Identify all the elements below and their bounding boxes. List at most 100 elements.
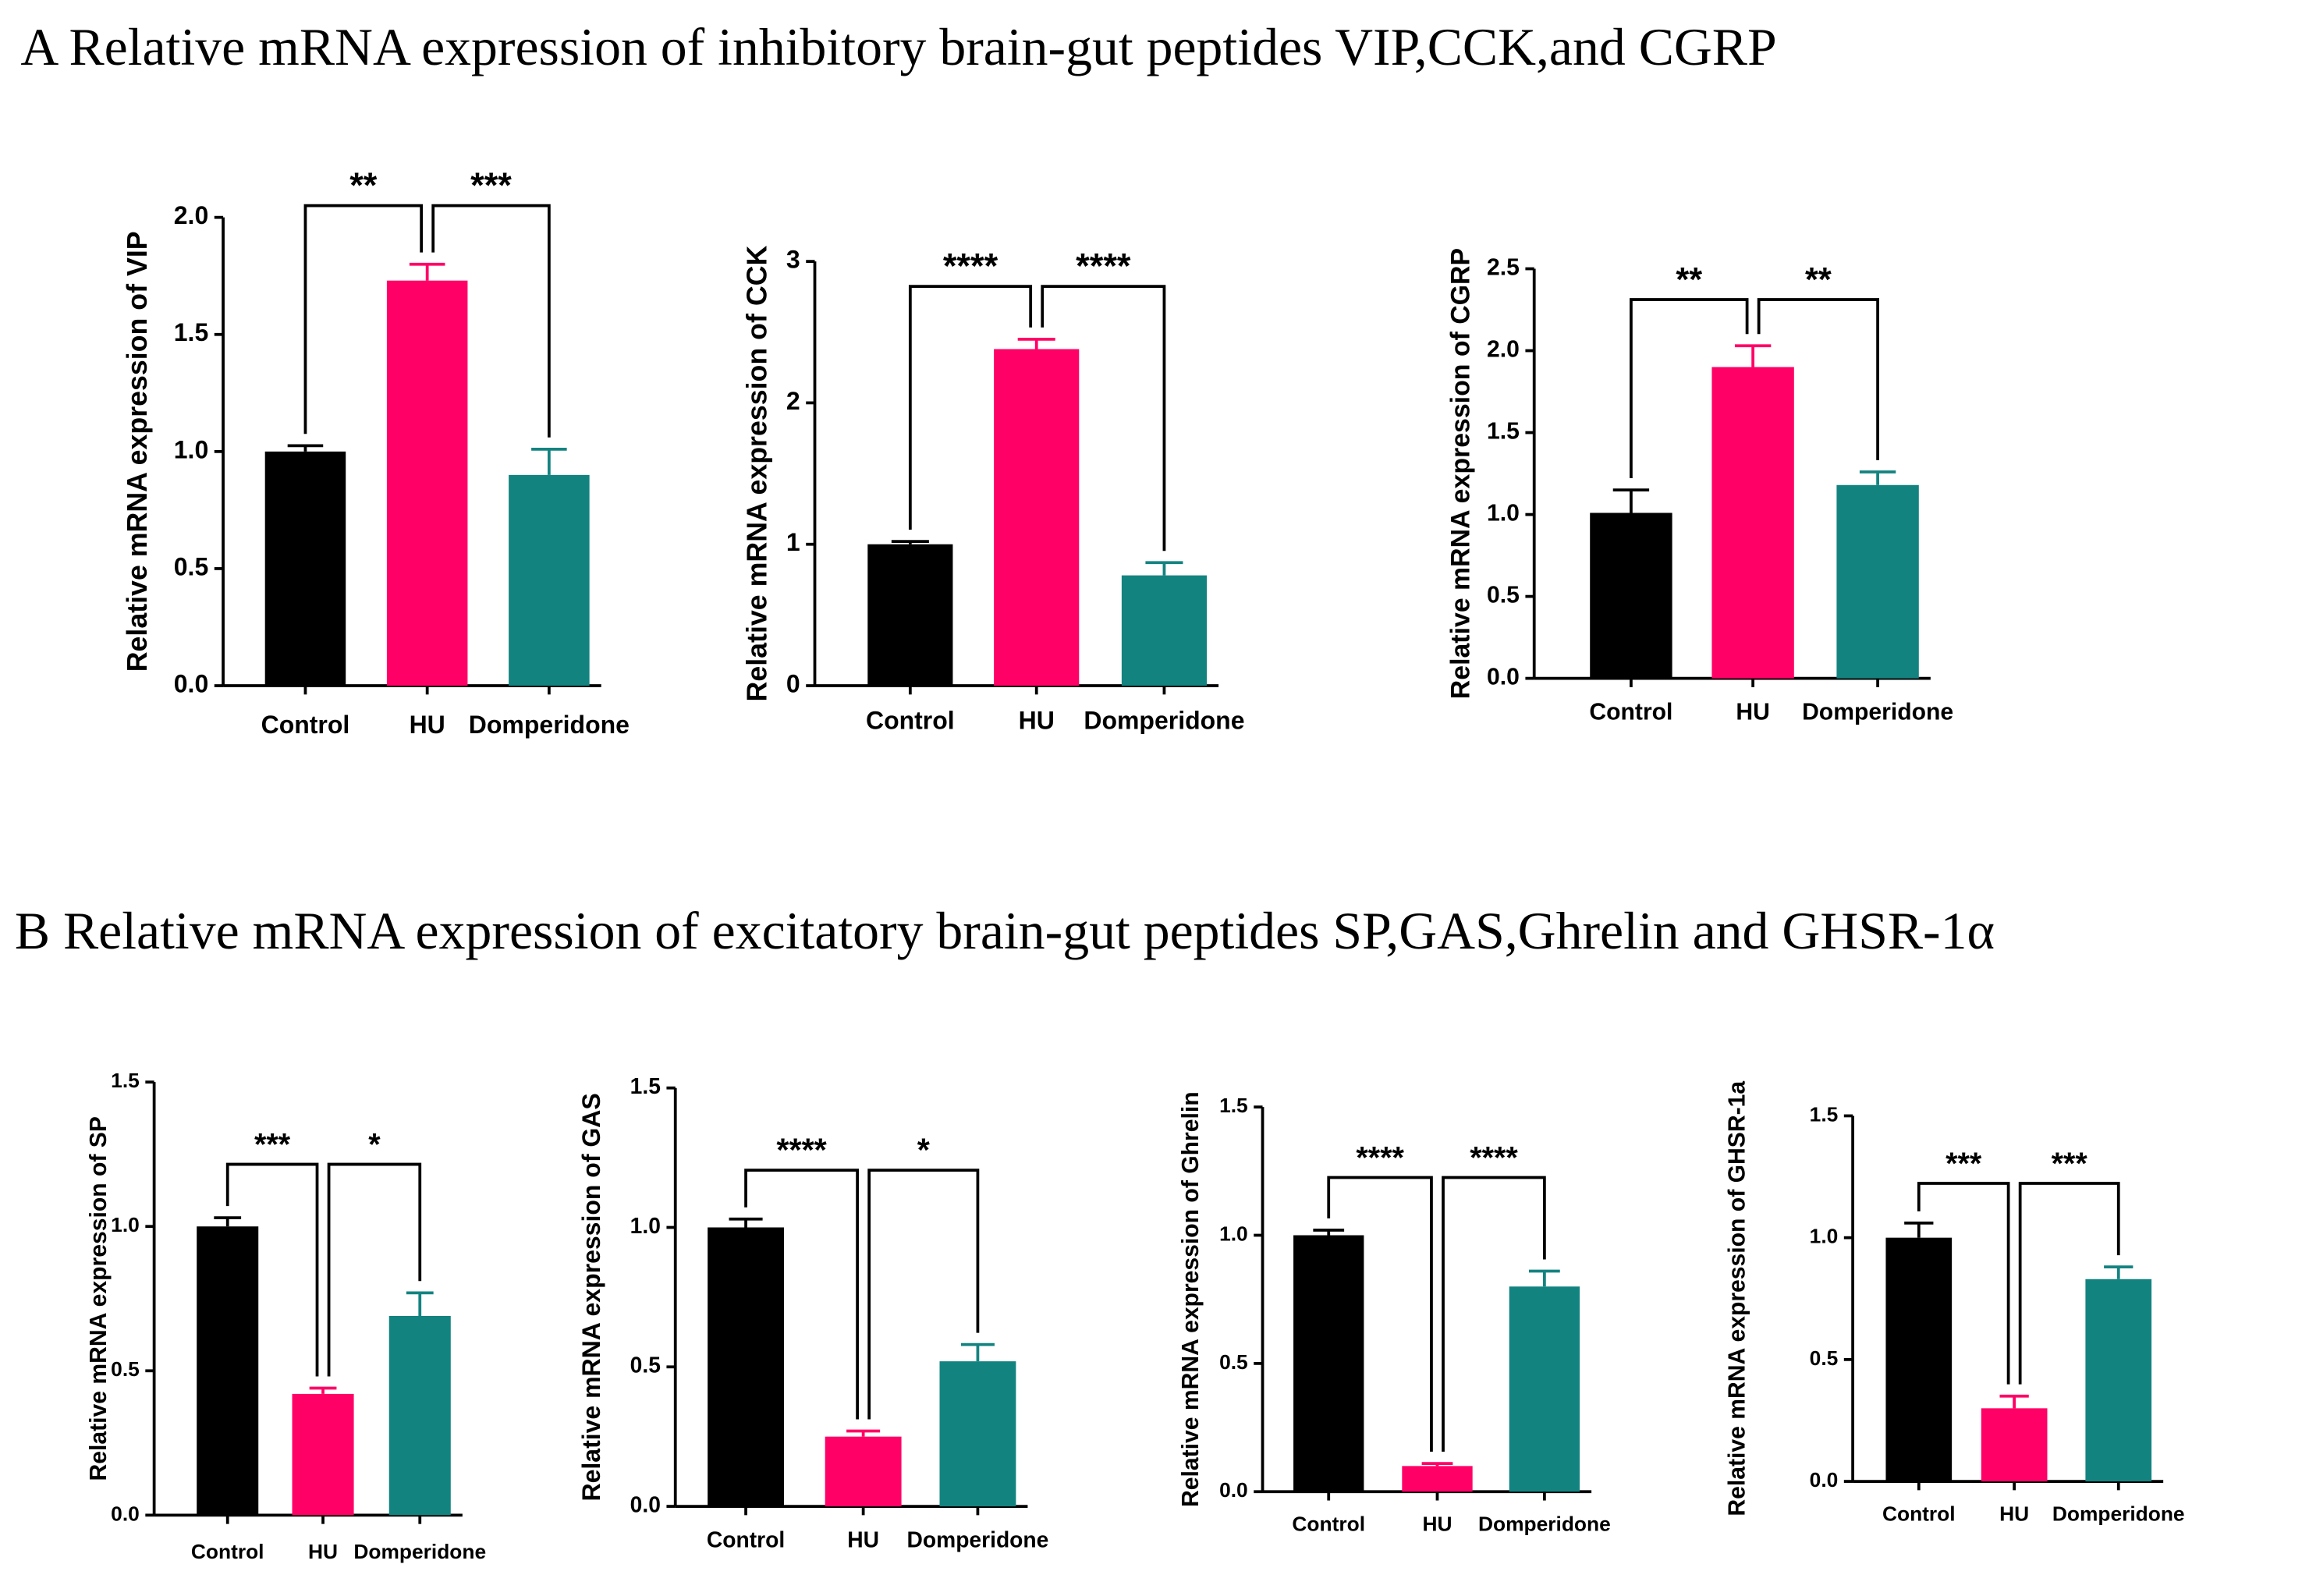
significance-label: ** (1805, 261, 1832, 299)
y-tick-label: 0.0 (1487, 665, 1520, 690)
significance-label: *** (470, 165, 512, 205)
y-tick-label: 1.5 (1810, 1102, 1839, 1126)
significance-bracket (867, 1169, 980, 1420)
error-bar (409, 262, 445, 281)
y-tick-label: 0.5 (111, 1357, 140, 1381)
significance-bracket (2018, 1182, 2120, 1385)
y-tick-label: 2.5 (1487, 254, 1520, 280)
bar (1121, 575, 1208, 686)
error-bar (1313, 1229, 1345, 1236)
x-tick-label: Domperidone (1478, 1512, 1611, 1535)
error-bar (891, 540, 929, 544)
x-tick-label: HU (1019, 707, 1055, 735)
bar (708, 1227, 784, 1507)
y-tick-label: 0.5 (174, 552, 208, 580)
y-tick-label: 2.0 (1487, 337, 1520, 363)
error-bar (729, 1217, 763, 1228)
x-tick-label: HU (1736, 700, 1770, 725)
error-bar (531, 447, 567, 475)
x-tick-label: Control (866, 707, 955, 735)
y-tick-label: 0.5 (630, 1353, 661, 1378)
y-tick-label: 0 (786, 669, 800, 697)
y-tick-label: 2 (786, 387, 800, 415)
significance-label: **** (776, 1132, 827, 1168)
significance-label: **** (1356, 1140, 1404, 1175)
y-tick-label: 0.0 (174, 669, 208, 697)
error-bar (406, 1291, 434, 1316)
bar (1981, 1408, 2048, 1482)
x-tick-label: Domperidone (2052, 1502, 2185, 1525)
significance-label: *** (1946, 1147, 1982, 1181)
error-bar (1904, 1222, 1934, 1238)
y-tick-label: 1.5 (174, 318, 208, 346)
bar (1293, 1235, 1364, 1492)
y-tick-label: 3 (786, 246, 800, 274)
bar (388, 1315, 451, 1516)
section-title: A Relative mRNA expression of inhibitory… (20, 18, 1776, 76)
bar (1836, 484, 1919, 679)
x-tick-label: HU (1999, 1502, 2029, 1525)
bar (1711, 367, 1794, 679)
significance-bracket (744, 1169, 859, 1420)
y-axis-label: Relative mRNA expression of CGRP (1445, 248, 1475, 699)
error-bar (2104, 1265, 2134, 1279)
x-tick-label: Control (1589, 700, 1672, 725)
bar (2085, 1279, 2152, 1482)
y-axis-label: Relative mRNA expression of GAS (577, 1093, 605, 1501)
y-tick-label: 0.5 (1219, 1350, 1248, 1374)
bar (386, 280, 468, 686)
x-tick-label: Control (1882, 1502, 1956, 1525)
y-tick-label: 1 (786, 528, 800, 556)
x-tick-label: Control (1292, 1512, 1365, 1535)
y-tick-label: 0.5 (1487, 583, 1520, 608)
bar (867, 544, 953, 686)
y-tick-label: 1.5 (1487, 419, 1520, 445)
x-tick-label: HU (410, 711, 445, 739)
error-bar (846, 1429, 881, 1437)
x-tick-label: HU (308, 1540, 338, 1563)
bar (509, 474, 590, 686)
x-tick-label: Control (191, 1540, 264, 1563)
x-tick-label: Domperidone (469, 711, 630, 739)
error-bar (1859, 470, 1896, 485)
bar (264, 451, 346, 686)
y-axis-label: Relative mRNA expression of CCK (741, 246, 772, 702)
y-tick-label: 1.0 (1487, 501, 1520, 527)
y-axis-label: Relative mRNA expression of Ghrelin (1178, 1091, 1204, 1507)
significance-label: * (917, 1132, 931, 1168)
bar (939, 1361, 1016, 1507)
significance-label: **** (1470, 1140, 1518, 1175)
error-bar (287, 444, 324, 452)
y-tick-label: 1.0 (630, 1213, 661, 1238)
x-tick-label: Domperidone (906, 1527, 1048, 1552)
y-tick-label: 0.0 (1219, 1478, 1248, 1502)
error-bar (1145, 561, 1183, 576)
y-tick-label: 2.0 (174, 201, 208, 229)
x-tick-label: Domperidone (1084, 707, 1244, 735)
significance-label: ** (1676, 261, 1702, 299)
y-axis-label: Relative mRNA expression of SP (86, 1116, 112, 1481)
error-bar (1999, 1394, 2029, 1409)
bar (994, 349, 1080, 686)
y-tick-label: 1.0 (1219, 1222, 1248, 1245)
y-tick-label: 0.5 (1810, 1346, 1839, 1370)
y-tick-label: 1.5 (111, 1069, 140, 1092)
significance-label: ** (349, 165, 378, 205)
y-axis-label: Relative mRNA expression of GHSR-1a (1724, 1081, 1750, 1516)
y-tick-label: 1.0 (1810, 1225, 1839, 1248)
bar (1885, 1237, 1953, 1482)
x-tick-label: Domperidone (1802, 700, 1953, 725)
error-bar (214, 1216, 242, 1227)
x-tick-label: HU (847, 1527, 879, 1552)
error-bar (1734, 344, 1772, 367)
y-tick-label: 0.0 (111, 1502, 140, 1525)
bar (825, 1436, 902, 1507)
y-tick-label: 0.0 (630, 1492, 661, 1517)
significance-bracket (1041, 285, 1166, 552)
error-bar (1612, 488, 1650, 513)
error-bar (1421, 1462, 1453, 1467)
significance-bracket (327, 1162, 422, 1377)
bar (1402, 1466, 1473, 1492)
